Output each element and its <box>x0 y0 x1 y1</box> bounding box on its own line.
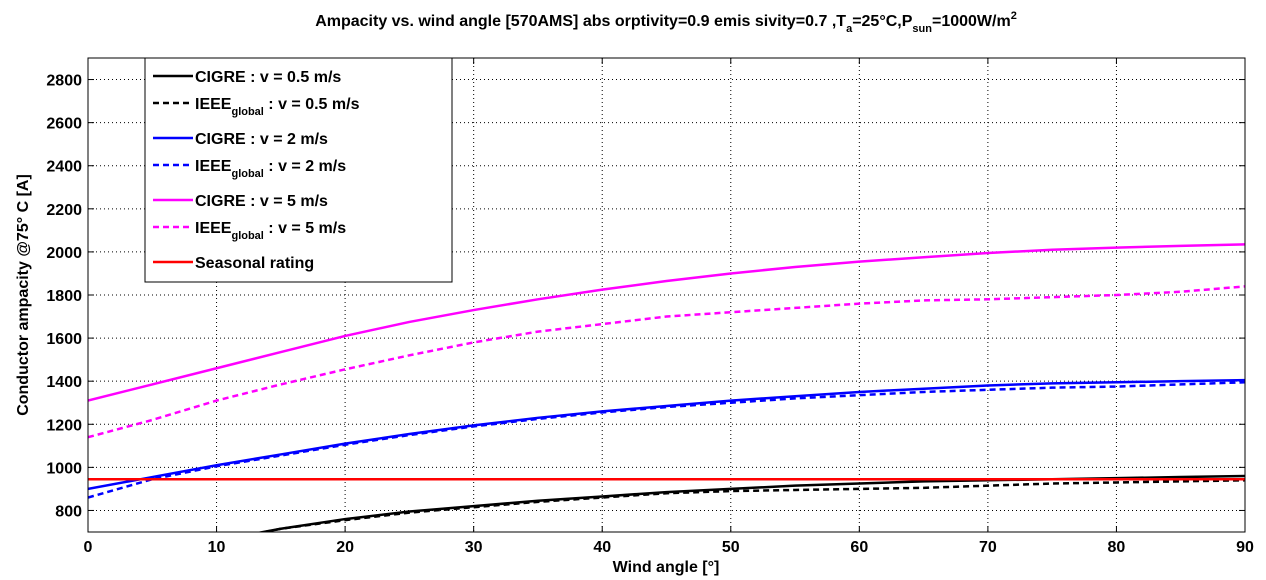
text-segment: =1000W/m <box>932 13 1011 30</box>
x-tick-label: 90 <box>1236 539 1254 556</box>
text-segment: Ampacity vs. wind angle [570AMS] abs orp… <box>315 13 846 30</box>
legend-label: CIGRE : v = 2 m/s <box>195 131 328 148</box>
text-segment: 2 <box>1011 10 1017 22</box>
x-tick-label: 70 <box>979 539 997 556</box>
x-tick-label: 60 <box>850 539 868 556</box>
legend-label: IEEEglobal : v = 0.5 m/s <box>195 96 360 118</box>
y-tick-label: 2800 <box>46 73 82 90</box>
legend <box>144 57 453 283</box>
y-tick-label: 1800 <box>46 288 82 305</box>
text-segment: =25°C,P <box>852 13 913 30</box>
legend-label: Seasonal rating <box>195 255 314 272</box>
legend-label: CIGRE : v = 5 m/s <box>195 193 328 210</box>
series-line <box>88 378 1245 491</box>
y-axis-label: Conductor ampacity @75° C [A] <box>15 174 32 416</box>
x-tick-label: 30 <box>465 539 483 556</box>
text-segment: : v = 0.5 m/s <box>264 96 360 113</box>
text-segment: global <box>231 106 263 118</box>
text-segment: a <box>846 23 853 35</box>
series-group <box>88 243 1245 532</box>
y-tick-label: 800 <box>55 503 82 520</box>
legend-label: CIGRE : v = 0.5 m/s <box>195 69 341 86</box>
x-tick-label: 50 <box>722 539 740 556</box>
text-segment: sun <box>912 23 932 35</box>
text-segment: global <box>231 230 263 242</box>
series-line <box>258 479 1245 532</box>
x-tick-label: 40 <box>593 539 611 556</box>
text-segment: global <box>231 168 263 180</box>
axes-frame <box>87 57 1246 533</box>
legend-label: IEEEglobal : v = 2 m/s <box>195 158 346 180</box>
text-segment: : v = 2 m/s <box>264 158 346 175</box>
x-tick-label: 80 <box>1108 539 1126 556</box>
x-tick-label: 10 <box>208 539 226 556</box>
y-tick-label: 1200 <box>46 417 82 434</box>
y-tick-label: 2000 <box>46 245 82 262</box>
x-tick-label: 20 <box>336 539 354 556</box>
text-segment: : v = 5 m/s <box>264 220 346 237</box>
y-tick-label: 2400 <box>46 159 82 176</box>
y-tick-label: 1600 <box>46 331 82 348</box>
y-tick-label: 1400 <box>46 374 82 391</box>
series-line <box>88 285 1245 439</box>
series-line <box>88 243 1245 402</box>
x-tick-label: 0 <box>84 539 93 556</box>
y-tick-label: 1000 <box>46 460 82 477</box>
chart-title: Ampacity vs. wind angle [570AMS] abs orp… <box>315 10 1017 35</box>
text-segment: IEEE <box>195 158 232 175</box>
series-line <box>88 381 1245 499</box>
y-tick-label: 2600 <box>46 116 82 133</box>
legend-label: IEEEglobal : v = 5 m/s <box>195 220 346 242</box>
text-segment: IEEE <box>195 96 232 113</box>
text-segment: IEEE <box>195 220 232 237</box>
x-axis-label: Wind angle [°] <box>613 559 720 576</box>
y-tick-label: 2200 <box>46 202 82 219</box>
